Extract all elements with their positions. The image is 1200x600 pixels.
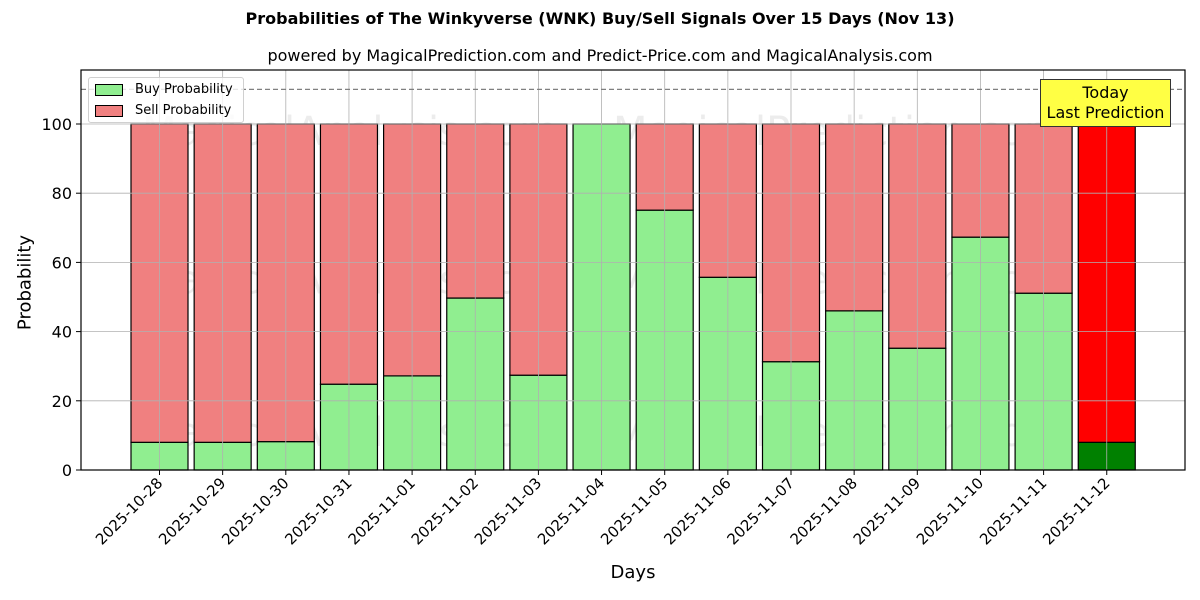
legend-label-buy: Buy Probability [135, 82, 233, 97]
x-tick-label: 2025-10-30 [218, 474, 292, 548]
chart-subtitle: powered by MagicalPrediction.com and Pre… [267, 46, 933, 65]
y-tick-label: 20 [52, 392, 72, 411]
x-tick-label: 2025-11-01 [345, 474, 419, 548]
y-tick-label: 100 [41, 115, 72, 134]
x-tick-label: 2025-11-10 [913, 474, 987, 548]
y-tick-label: 80 [52, 184, 72, 203]
legend-label-sell: Sell Probability [135, 103, 232, 118]
x-tick-label: 2025-11-09 [850, 474, 924, 548]
plot-frame [80, 69, 1186, 471]
x-tick-label: 2025-11-05 [597, 474, 671, 548]
x-tick-label: 2025-11-06 [660, 474, 734, 548]
y-axis-label: Probability [14, 234, 36, 331]
x-tick-label: 2025-11-12 [1039, 474, 1113, 548]
x-tick-label: 2025-11-11 [976, 474, 1050, 548]
legend-swatch-buy [95, 83, 123, 96]
legend-item-sell: Sell Probability [95, 103, 231, 118]
x-tick-label: 2025-10-29 [155, 474, 229, 548]
today-annotation: Today Last Prediction [1040, 79, 1171, 127]
x-tick-label: 2025-11-02 [408, 474, 482, 548]
legend: Buy Probability Sell Probability [88, 77, 244, 123]
y-tick-label: 60 [52, 253, 72, 272]
annotation-line-last-prediction: Last Prediction [1046, 103, 1165, 122]
chart-title: Probabilities of The Winkyverse (WNK) Bu… [245, 9, 955, 28]
legend-swatch-sell [95, 104, 123, 117]
x-tick-label: 2025-11-03 [471, 474, 545, 548]
annotation-line-today: Today [1082, 83, 1129, 102]
x-axis-label: Days [610, 562, 656, 583]
x-tick-label: 2025-10-28 [92, 474, 166, 548]
x-tick-label: 2025-11-04 [534, 474, 608, 548]
x-tick-label: 2025-11-08 [787, 474, 861, 548]
y-tick-label: 0 [62, 461, 72, 480]
x-tick-label: 2025-10-31 [281, 474, 355, 548]
x-tick-label: 2025-11-07 [723, 474, 797, 548]
legend-item-buy: Buy Probability [95, 82, 233, 97]
y-tick-label: 40 [52, 323, 72, 342]
